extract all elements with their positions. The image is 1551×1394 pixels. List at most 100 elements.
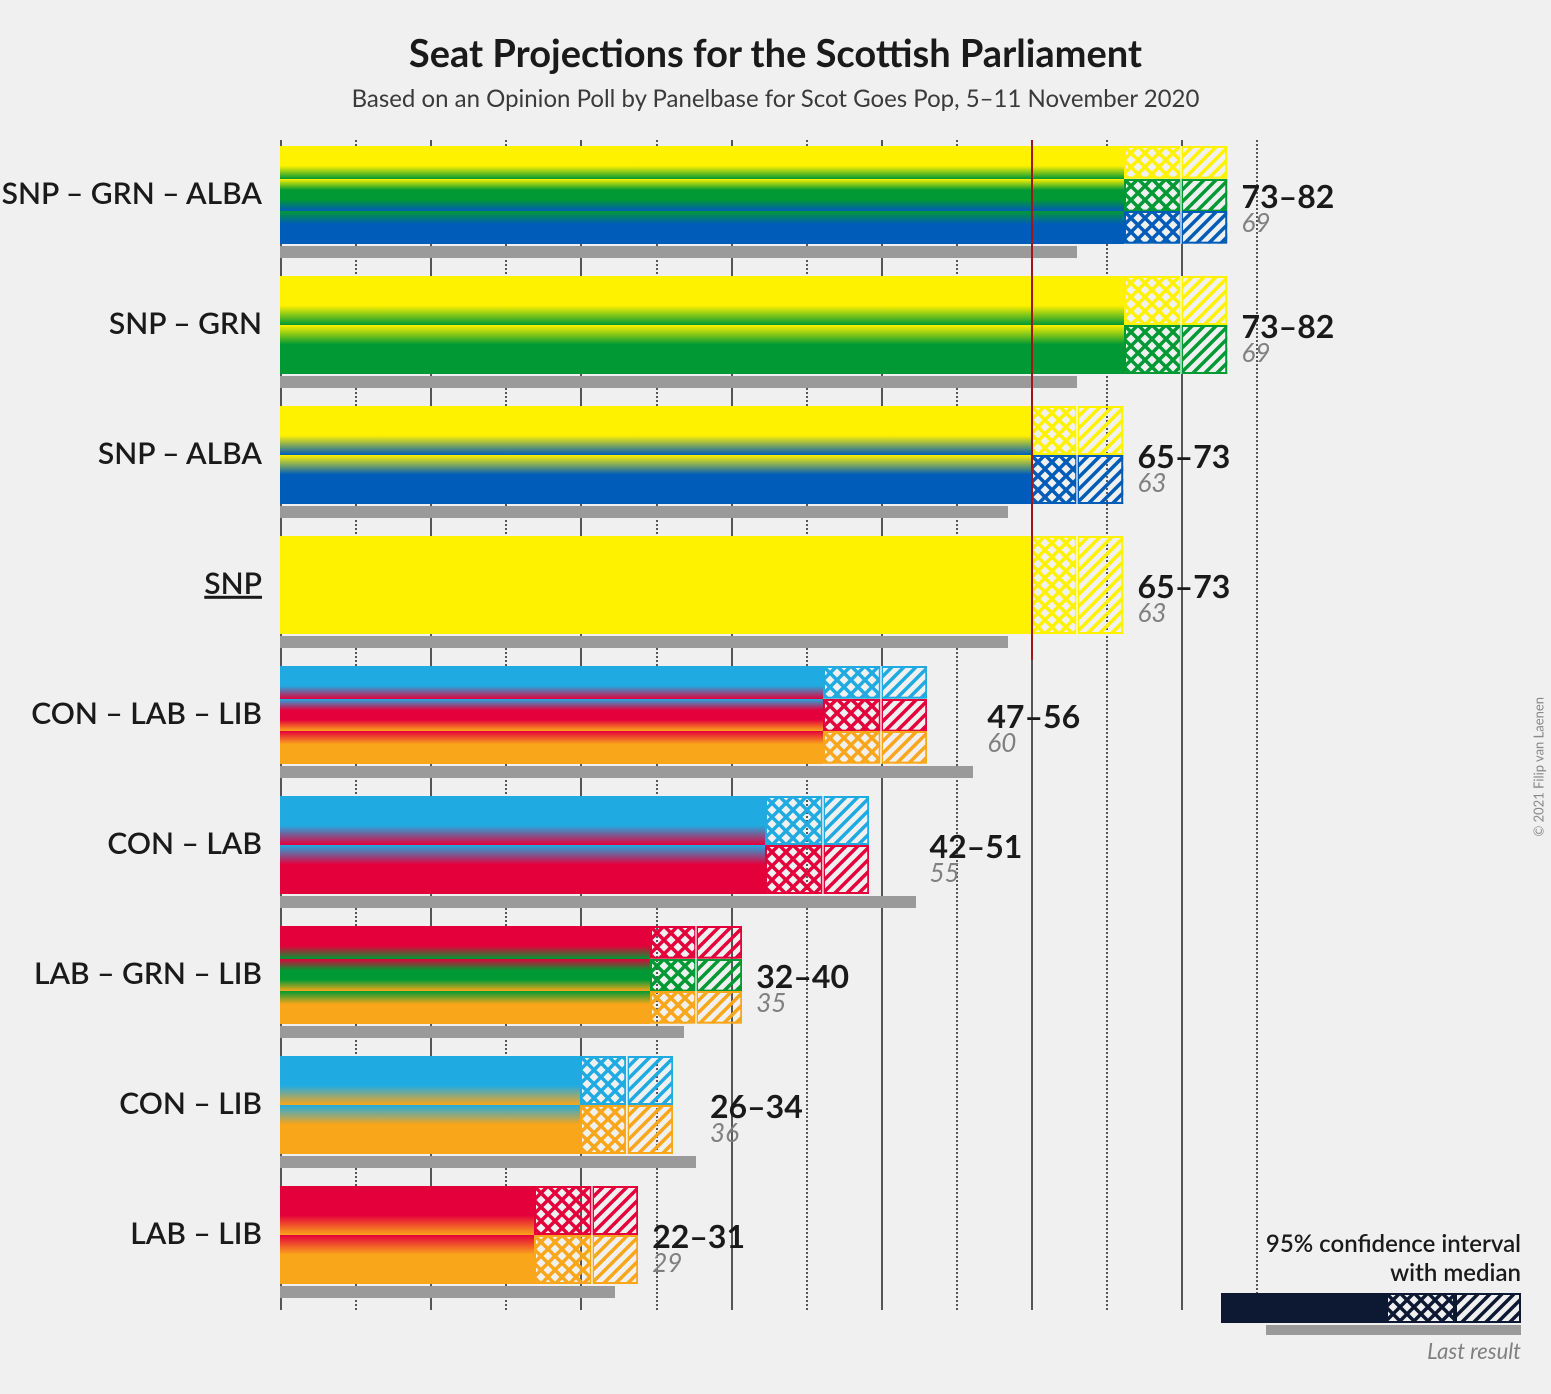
bar-ci-lower: [580, 1056, 626, 1105]
bar-ci-lower: [1124, 325, 1182, 374]
bar-ci-lower: [580, 1105, 626, 1154]
last-result-label: 35: [756, 986, 786, 1018]
bar-ci-lower: [1031, 455, 1077, 504]
bar-ci-upper: [881, 731, 927, 764]
bar-ci-upper: [592, 1186, 638, 1235]
bar-ci-lower: [650, 959, 696, 992]
legend-title-line2: with median: [1201, 1258, 1521, 1287]
bar-ci-lower: [1124, 276, 1182, 325]
bar-ci-lower: [534, 1186, 592, 1235]
coalition-label: SNP: [204, 565, 280, 601]
bar-ci-upper: [823, 796, 869, 845]
last-result-bar: [280, 1026, 684, 1038]
bar-ci-upper: [881, 666, 927, 699]
coalition-row: CON – LAB – LIB: [280, 660, 1320, 780]
bar-ci-lower: [1031, 406, 1077, 455]
legend-bar-ci-lower: [1386, 1293, 1455, 1323]
bar-ci-upper: [696, 926, 742, 959]
median-marker: [822, 796, 824, 894]
last-result-label: 36: [710, 1116, 739, 1148]
median-marker: [695, 926, 697, 1024]
bar-solid: [280, 406, 1031, 455]
coalition-label: CON – LAB: [107, 825, 280, 861]
bar-solid: [280, 1105, 580, 1154]
bar-ci-lower: [534, 1235, 592, 1284]
coalition-label: SNP – ALBA: [98, 435, 280, 471]
median-marker: [1076, 536, 1078, 634]
bar-solid: [280, 276, 1124, 325]
copyright-text: © 2021 Filip van Laenen: [1531, 697, 1547, 837]
bar-solid: [280, 845, 765, 894]
bar-ci-lower: [650, 991, 696, 1024]
bar-ci-upper: [1181, 211, 1227, 244]
bar-solid: [280, 455, 1031, 504]
bar-solid: [280, 536, 1031, 634]
median-marker: [626, 1056, 628, 1154]
bar-solid: [280, 1056, 580, 1105]
last-result-label: 63: [1138, 466, 1167, 498]
bar-ci-lower: [823, 731, 881, 764]
coalition-row: CON – LAB 42–5155: [280, 790, 1320, 910]
bar-ci-lower: [1124, 146, 1182, 179]
legend-last-label: Last result: [1201, 1337, 1521, 1364]
bar-solid: [280, 325, 1124, 374]
chart-container: Seat Projections for the Scottish Parlia…: [0, 0, 1551, 1394]
bar-ci-lower: [1124, 179, 1182, 212]
legend-bar-ci-upper: [1455, 1293, 1521, 1323]
bar-solid: [280, 146, 1124, 179]
bar-ci-upper: [881, 699, 927, 732]
coalition-row: SNP – GRN 73–8269: [280, 270, 1320, 390]
last-result-bar: [280, 766, 973, 778]
median-marker: [1180, 146, 1182, 244]
bar-ci-upper: [627, 1105, 673, 1154]
legend-bar-solid: [1221, 1293, 1386, 1323]
bar-ci-upper: [1181, 325, 1227, 374]
bar-solid: [280, 959, 650, 992]
coalition-label: CON – LIB: [119, 1085, 280, 1121]
last-result-bar: [280, 636, 1008, 648]
last-result-label: 69: [1242, 336, 1271, 368]
legend-title-line1: 95% confidence interval: [1201, 1229, 1521, 1258]
legend-last-bar: [1266, 1325, 1521, 1335]
legend: 95% confidence intervalwith median Last …: [1201, 1229, 1521, 1364]
plot-area: SNP – GRN – ALBA: [280, 140, 1320, 1320]
last-result-label: 63: [1138, 596, 1167, 628]
chart-title: Seat Projections for the Scottish Parlia…: [0, 30, 1551, 76]
coalition-row: CON – LIB 26–3436: [280, 1050, 1320, 1170]
coalition-label: LAB – GRN – LIB: [34, 955, 280, 991]
bar-ci-upper: [592, 1235, 638, 1284]
bar-ci-upper: [823, 845, 869, 894]
bar-ci-upper: [696, 991, 742, 1024]
last-result-label: 60: [987, 726, 1016, 758]
bar-solid: [280, 796, 765, 845]
last-result-bar: [280, 506, 1008, 518]
bar-ci-upper: [1077, 455, 1123, 504]
bar-ci-lower: [650, 926, 696, 959]
chart-subtitle: Based on an Opinion Poll by Panelbase fo…: [0, 84, 1551, 113]
majority-line: [1031, 140, 1033, 660]
last-result-label: 69: [1242, 206, 1271, 238]
coalition-label: CON – LAB – LIB: [31, 695, 280, 731]
median-marker: [880, 666, 882, 764]
bar-solid: [280, 666, 823, 699]
bar-ci-lower: [765, 845, 823, 894]
median-marker: [1180, 276, 1182, 374]
bar-ci-lower: [823, 699, 881, 732]
coalition-label: SNP – GRN – ALBA: [2, 175, 280, 211]
coalition-row: SNP – ALBA 65–7363: [280, 400, 1320, 520]
bar-solid: [280, 699, 823, 732]
coalition-row: LAB – GRN – LIB: [280, 920, 1320, 1040]
legend-bar: [1221, 1293, 1521, 1323]
bar-ci-upper: [627, 1056, 673, 1105]
coalition-row: SNP 65–7363: [280, 530, 1320, 650]
bar-solid: [280, 991, 650, 1024]
coalition-label: SNP – GRN: [109, 305, 280, 341]
last-result-bar: [280, 376, 1077, 388]
median-marker: [1076, 406, 1078, 504]
bar-ci-upper: [1181, 179, 1227, 212]
bar-ci-upper: [1181, 146, 1227, 179]
bar-ci-upper: [1077, 406, 1123, 455]
bar-ci-upper: [1181, 276, 1227, 325]
bar-solid: [280, 1186, 534, 1235]
bar-ci-lower: [1124, 211, 1182, 244]
